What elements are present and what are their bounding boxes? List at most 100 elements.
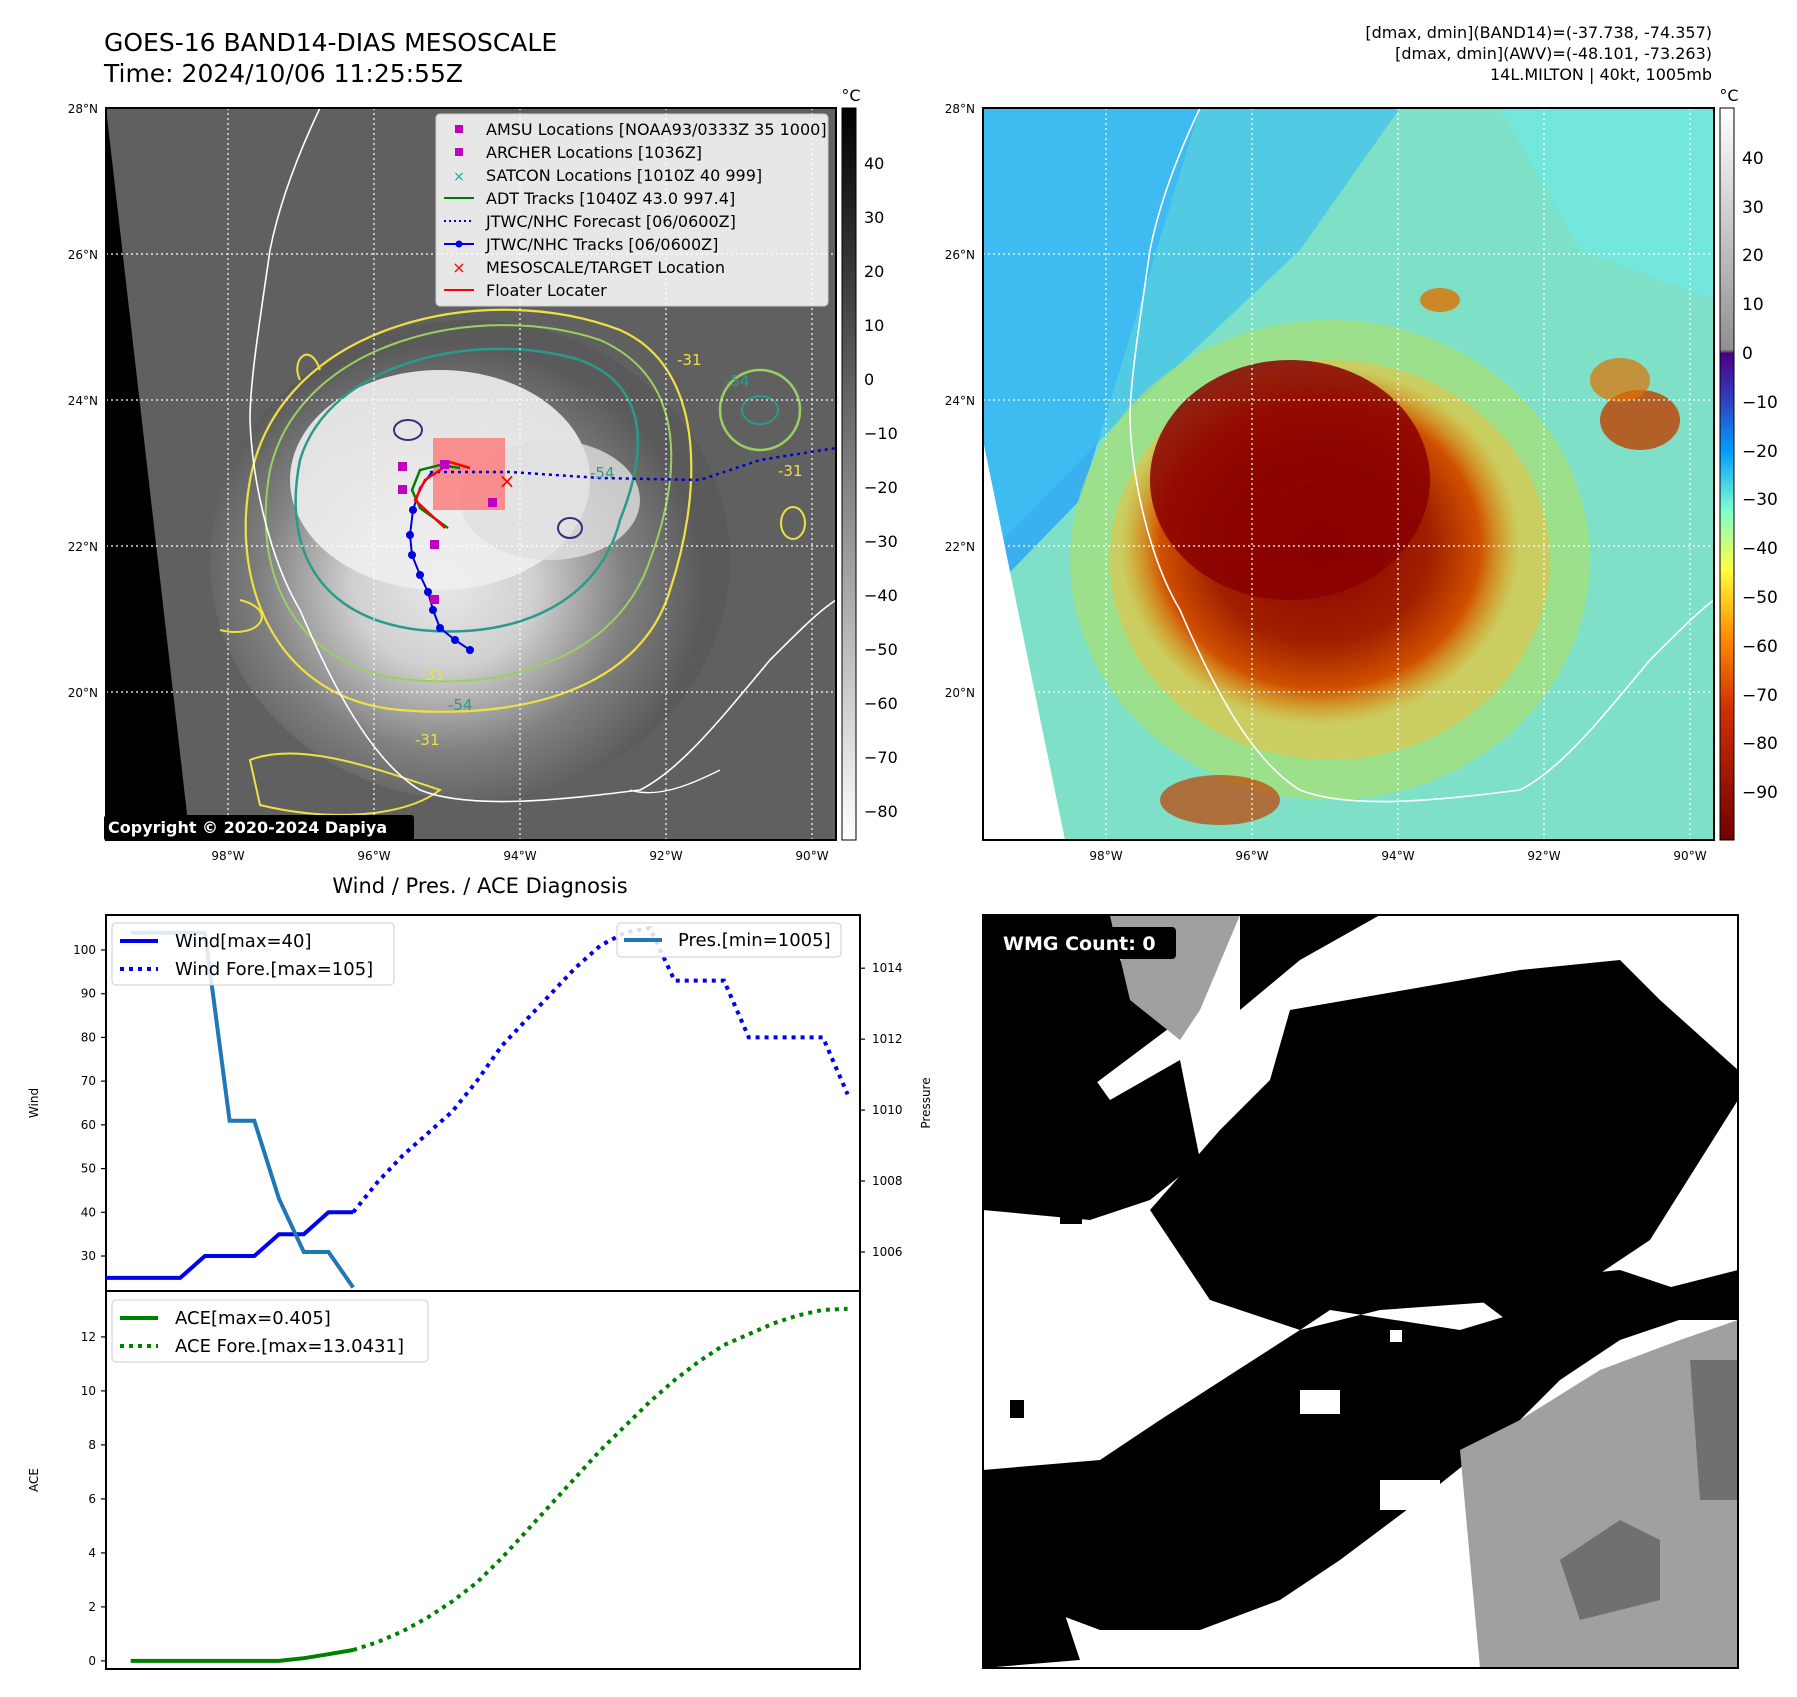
left-lat-ticks: 28°N 26°N 24°N 22°N 20°N bbox=[68, 102, 98, 700]
svg-text:20°N: 20°N bbox=[945, 686, 975, 700]
series-line-2 bbox=[130, 930, 355, 1289]
wind-legend: Wind[max=40] Wind Fore.[max=105] bbox=[111, 922, 395, 986]
svg-text:10: 10 bbox=[1742, 295, 1764, 315]
svg-text:−20: −20 bbox=[864, 478, 898, 497]
ace-chart: 0 2 4 6 8 10 12 ACE bbox=[27, 1290, 861, 1670]
svg-text:22°N: 22°N bbox=[945, 540, 975, 554]
svg-text:−50: −50 bbox=[864, 640, 898, 659]
series-line-1 bbox=[352, 1306, 848, 1652]
info-line1: [dmax, dmin](BAND14)=(-37.738, -74.357) bbox=[1365, 23, 1712, 42]
y-tick-label: 60 bbox=[81, 1118, 96, 1132]
svg-text:−10: −10 bbox=[864, 424, 898, 443]
svg-text:−70: −70 bbox=[1742, 686, 1778, 706]
svg-text:-54: -54 bbox=[590, 464, 615, 482]
svg-text:92°W: 92°W bbox=[1527, 849, 1560, 863]
left-map-legend: AMSU Locations [NOAA93/0333Z 35 1000] AR… bbox=[435, 113, 829, 307]
y-tick-label: 30 bbox=[81, 1249, 96, 1263]
info-line2: [dmax, dmin](AWV)=(-48.101, -73.263) bbox=[1395, 44, 1712, 63]
y-tick-label: 2 bbox=[88, 1600, 96, 1614]
svg-text:-31: -31 bbox=[778, 462, 803, 480]
mesoscale-target-marker: × bbox=[499, 469, 516, 493]
svg-text:92°W: 92°W bbox=[649, 849, 682, 863]
plot-frame bbox=[105, 1290, 861, 1670]
svg-text:98°W: 98°W bbox=[1089, 849, 1122, 863]
right-lat-ticks: 28°N 26°N 24°N 22°N 20°N bbox=[945, 102, 975, 700]
jtwc-track-points bbox=[406, 506, 474, 654]
svg-text:98°W: 98°W bbox=[211, 849, 244, 863]
svg-text:−80: −80 bbox=[1742, 734, 1778, 754]
svg-text:20: 20 bbox=[864, 262, 884, 281]
right-map-frame bbox=[982, 107, 1715, 841]
y-tick-label: 40 bbox=[81, 1205, 96, 1219]
y2-axis-label: Pressure bbox=[919, 1077, 933, 1128]
svg-text:JTWC/NHC Tracks [06/0600Z]: JTWC/NHC Tracks [06/0600Z] bbox=[485, 235, 718, 254]
svg-text:−40: −40 bbox=[864, 586, 898, 605]
svg-text:96°W: 96°W bbox=[1235, 849, 1268, 863]
y-tick-label: 10 bbox=[81, 1384, 96, 1398]
series-line-1 bbox=[351, 925, 850, 1214]
svg-text:Copyright © 2020-2024 Dapiya: Copyright © 2020-2024 Dapiya bbox=[108, 818, 387, 837]
svg-text:20: 20 bbox=[1742, 246, 1764, 266]
svg-text:-54: -54 bbox=[448, 696, 473, 714]
svg-text:ACE Fore.[max=13.0431]: ACE Fore.[max=13.0431] bbox=[175, 1336, 404, 1357]
svg-text:−80: −80 bbox=[864, 802, 898, 821]
wmg-panel bbox=[983, 915, 1738, 1668]
copyright-badge: Copyright © 2020-2024 Dapiya bbox=[104, 815, 414, 841]
svg-text:MESOSCALE/TARGET Location: MESOSCALE/TARGET Location bbox=[486, 258, 725, 277]
svg-text:-31: -31 bbox=[415, 731, 440, 749]
svg-text:−10: −10 bbox=[1742, 393, 1778, 413]
svg-text:28°N: 28°N bbox=[945, 102, 975, 116]
y-tick-label: 100 bbox=[73, 943, 96, 957]
svg-text:°C: °C bbox=[841, 86, 860, 105]
svg-text:−50: −50 bbox=[1742, 588, 1778, 608]
y-tick-label: 70 bbox=[81, 1074, 96, 1088]
y-tick-label: 12 bbox=[81, 1330, 96, 1344]
svg-text:90°W: 90°W bbox=[795, 849, 828, 863]
y-tick-label: 8 bbox=[88, 1438, 96, 1452]
svg-text:96°W: 96°W bbox=[357, 849, 390, 863]
svg-text:−90: −90 bbox=[1742, 783, 1778, 803]
svg-text:ACE[max=0.405]: ACE[max=0.405] bbox=[175, 1308, 331, 1329]
svg-text:28°N: 28°N bbox=[68, 102, 98, 116]
ace-legend: ACE[max=0.405] ACE Fore.[max=13.0431] bbox=[111, 1299, 429, 1363]
left-lon-ticks: 98°W 96°W 94°W 92°W 90°W bbox=[211, 849, 828, 863]
svg-text:−30: −30 bbox=[1742, 490, 1778, 510]
svg-text:SATCON Locations [1010Z 40 999: SATCON Locations [1010Z 40 999] bbox=[486, 166, 762, 185]
svg-text:90°W: 90°W bbox=[1673, 849, 1706, 863]
svg-text:26°N: 26°N bbox=[68, 248, 98, 262]
svg-text:30: 30 bbox=[864, 208, 884, 227]
svg-text:26°N: 26°N bbox=[945, 248, 975, 262]
svg-text:10: 10 bbox=[864, 316, 884, 335]
right-lon-ticks: 98°W 96°W 94°W 92°W 90°W bbox=[1089, 849, 1706, 863]
y2-tick-label: 1012 bbox=[872, 1032, 903, 1046]
y-tick-label: 80 bbox=[81, 1030, 96, 1044]
svg-text:-31: -31 bbox=[420, 666, 445, 684]
amsu-archer-markers bbox=[398, 460, 497, 604]
svg-text:AMSU Locations [NOAA93/0333Z 3: AMSU Locations [NOAA93/0333Z 35 1000] bbox=[486, 120, 827, 139]
figure-title-line1: GOES-16 BAND14-DIAS MESOSCALE bbox=[104, 28, 557, 57]
series-line-0 bbox=[130, 1648, 354, 1663]
left-map-frame bbox=[105, 107, 837, 841]
svg-text:Floater Locater: Floater Locater bbox=[486, 281, 607, 300]
svg-text:−60: −60 bbox=[1742, 637, 1778, 657]
figure-title-line2: Time: 2024/10/06 11:25:55Z bbox=[103, 59, 463, 88]
svg-text:−20: −20 bbox=[1742, 442, 1778, 462]
svg-text:94°W: 94°W bbox=[503, 849, 536, 863]
y-tick-label: 6 bbox=[88, 1492, 96, 1506]
left-colorbar: °C 40 30 20 10 0 −10 −20 −30 −40 −50 −60… bbox=[841, 86, 898, 841]
svg-text:-54: -54 bbox=[725, 372, 750, 390]
y-tick-label: 4 bbox=[88, 1546, 96, 1560]
svg-text:0: 0 bbox=[864, 370, 874, 389]
svg-text:Wind Fore.[max=105]: Wind Fore.[max=105] bbox=[175, 959, 373, 980]
y2-tick-label: 1008 bbox=[872, 1174, 903, 1188]
diagnosis-title: Wind / Pres. / ACE Diagnosis bbox=[332, 874, 627, 898]
y-axis-label: Wind bbox=[27, 1088, 41, 1118]
svg-text:24°N: 24°N bbox=[945, 394, 975, 408]
pressure-legend: Pres.[min=1005] bbox=[616, 922, 842, 958]
contour-labels: -31 -54 -31 -54 -31 -31 -54 bbox=[415, 351, 803, 749]
right-map bbox=[983, 108, 1714, 840]
svg-text:94°W: 94°W bbox=[1381, 849, 1414, 863]
floater-locater-track bbox=[413, 460, 471, 529]
y-tick-label: 0 bbox=[88, 1654, 96, 1668]
svg-text:×: × bbox=[452, 258, 465, 277]
